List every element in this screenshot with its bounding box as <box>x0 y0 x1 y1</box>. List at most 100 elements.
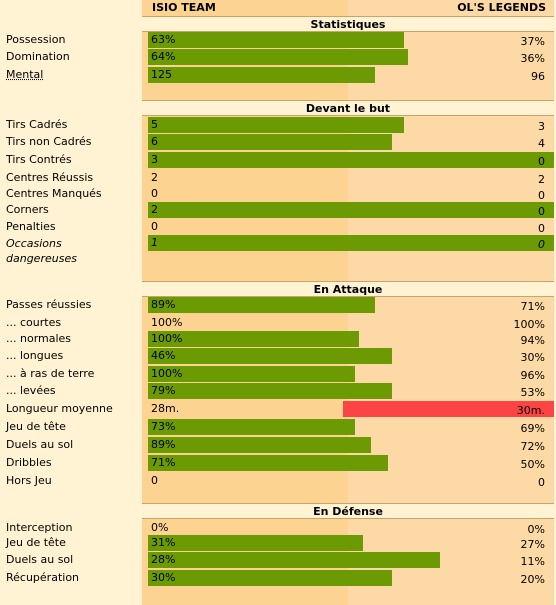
stat-label[interactable]: Mental <box>6 68 44 81</box>
home-stat-bar <box>148 455 388 471</box>
home-stat-value: 31% <box>151 536 176 549</box>
home-stat-bar <box>148 331 359 347</box>
stat-row: Possession 63% 37% <box>0 32 556 49</box>
section-title: Devant le but <box>142 100 554 116</box>
away-stat-value: 20% <box>520 573 545 586</box>
away-stat-value: 27% <box>520 538 545 551</box>
stat-label: Longueur moyenne <box>6 402 113 415</box>
stat-row: Dribbles 71% 50% <box>0 455 556 472</box>
stat-row: Duels au sol 28% 11% <box>0 552 556 569</box>
stat-label: Tirs non Cadrés <box>6 135 92 148</box>
away-stat-value: 72% <box>520 440 545 453</box>
stat-label: Jeu de tête <box>6 536 66 549</box>
home-stat-value: 28m. <box>151 402 180 415</box>
home-stat-value: 2 <box>151 171 158 184</box>
home-stat-value: 100% <box>151 316 183 329</box>
stat-row: Centres Manqués 0 0 <box>0 186 556 203</box>
section-title: En Attaque <box>142 281 554 297</box>
away-stat-bar <box>343 401 554 417</box>
home-stat-value: 89% <box>151 298 176 311</box>
stat-label: Passes réussies <box>6 298 92 311</box>
stat-label: Jeu de tête <box>6 420 66 433</box>
stat-row: Jeu de tête 31% 27% <box>0 535 556 552</box>
stat-label: Interception <box>6 521 73 534</box>
home-stat-value: 0% <box>151 521 169 534</box>
stat-row: Hors Jeu 0 0 <box>0 473 556 490</box>
away-stat-value: 53% <box>520 386 545 399</box>
home-stat-bar <box>148 134 392 150</box>
stat-row: Domination 64% 36% <box>0 49 556 66</box>
home-stat-bar <box>148 552 440 568</box>
home-stat-value: 125 <box>151 68 172 81</box>
stat-label: Tirs Cadrés <box>6 118 68 131</box>
stat-label: Hors Jeu <box>6 474 52 487</box>
stat-row: Centres Réussis 2 2 <box>0 170 556 187</box>
home-stat-value: 0 <box>151 187 158 200</box>
home-stat-bar <box>148 297 375 313</box>
away-stat-value: 0% <box>527 523 545 536</box>
away-stat-value: 69% <box>520 422 545 435</box>
away-stat-value: 71% <box>520 300 545 313</box>
away-stat-value: 0 <box>538 205 545 218</box>
team-header: ISIO TEAM OL'S LEGENDS <box>0 0 556 16</box>
away-stat-value: 37% <box>520 35 545 48</box>
home-stat-value: 64% <box>151 50 176 63</box>
stat-row: Interception 0% 0% <box>0 520 556 537</box>
away-stat-value: 4 <box>538 137 545 150</box>
home-stat-bar <box>148 570 392 586</box>
away-stat-value: 3 <box>538 120 545 133</box>
home-stat-value: 100% <box>151 332 183 345</box>
home-stat-bar <box>148 235 554 251</box>
home-stat-bar <box>148 152 554 168</box>
stat-row: Tirs Contrés 3 0 <box>0 152 556 169</box>
home-stat-value: 73% <box>151 420 176 433</box>
stat-label: Centres Manqués <box>6 187 102 200</box>
home-stat-value: 71% <box>151 456 176 469</box>
stat-label: ... normales <box>6 332 72 345</box>
away-team-name: OL'S LEGENDS <box>457 1 546 14</box>
away-stat-value: 100% <box>513 318 545 331</box>
home-stat-value: 79% <box>151 384 176 397</box>
stat-label: ... longues <box>6 349 64 362</box>
away-stat-value: 0 <box>538 222 545 235</box>
stat-row: Penalties 0 0 <box>0 219 556 236</box>
stat-row: Corners 2 0 <box>0 202 556 219</box>
stat-label: Tirs Contrés <box>6 153 72 166</box>
stat-label: Dribbles <box>6 456 52 469</box>
home-stat-value: 28% <box>151 553 176 566</box>
stat-row: Tirs non Cadrés 6 4 <box>0 134 556 151</box>
stat-label: Duels au sol <box>6 553 74 566</box>
home-stat-bar <box>148 535 363 551</box>
home-stat-bar <box>148 67 375 83</box>
home-stat-value: 30% <box>151 571 176 584</box>
home-stat-bar <box>148 348 392 364</box>
section-title: Statistiques <box>142 16 554 32</box>
stat-row: ... normales 100% 94% <box>0 331 556 348</box>
stat-row: ... à ras de terre 100% 96% <box>0 366 556 383</box>
home-stat-value: 46% <box>151 349 176 362</box>
home-stat-value: 63% <box>151 33 176 46</box>
stat-row: Duels au sol 89% 72% <box>0 437 556 454</box>
home-stat-bar <box>148 419 355 435</box>
home-stat-value: 0 <box>151 220 158 233</box>
away-stat-value: 30% <box>520 351 545 364</box>
home-stat-value: 0 <box>151 474 158 487</box>
stat-row: ... longues 46% 30% <box>0 348 556 365</box>
stat-row: Récupération 30% 20% <box>0 570 556 587</box>
home-stat-value: 2 <box>151 203 158 216</box>
home-stat-value: 1 <box>151 236 158 249</box>
home-team-name: ISIO TEAM <box>152 1 216 14</box>
away-stat-value: 11% <box>520 555 545 568</box>
home-stat-bar <box>148 117 404 133</box>
away-stat-value: 2 <box>538 173 545 186</box>
section-title: En Défense <box>142 503 554 519</box>
away-stat-value: 30m. <box>516 404 545 417</box>
stat-row: Longueur moyenne 28m. 30m. <box>0 401 556 418</box>
away-stat-value: 0 <box>538 238 545 251</box>
home-stat-bar <box>148 383 392 399</box>
home-stat-bar <box>148 49 408 65</box>
stat-label: Récupération <box>6 571 80 584</box>
home-stat-value: 100% <box>151 367 183 380</box>
home-stat-bar <box>148 32 404 48</box>
stat-row: ... courtes 100% 100% <box>0 315 556 332</box>
